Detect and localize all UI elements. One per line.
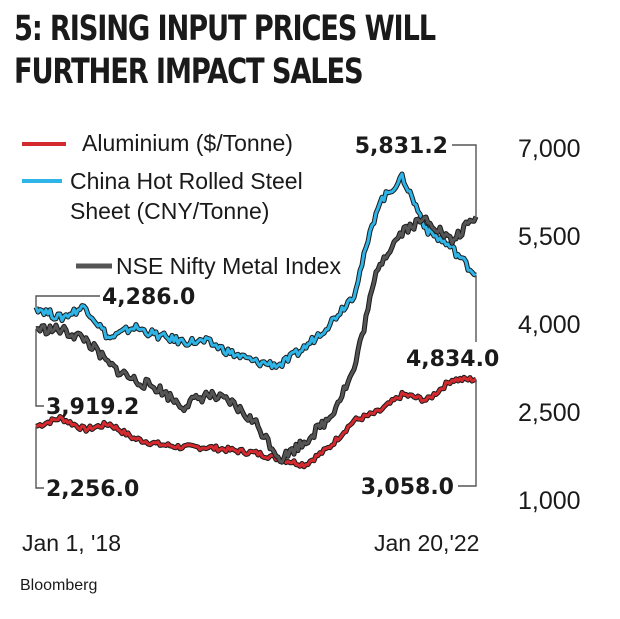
series-line — [34, 172, 477, 370]
annotation-label: 4,286.0 — [102, 285, 195, 310]
legend-label-aluminium: Aluminium ($/Tonne) — [82, 130, 293, 156]
series-line — [35, 375, 477, 469]
annotation-leader — [458, 379, 477, 487]
annotations: 4,286.0 3,919.2 2,256.0 5,831.2 4,834.0 3,058… — [35, 134, 499, 502]
y-tick-label: 4,000 — [518, 311, 581, 339]
legend-label-steel-line1: China Hot Rolled Steel — [70, 168, 303, 194]
legend-label-steel: China Hot Rolled Steel Sheet (CNY/Tonne) — [70, 168, 309, 224]
legend-label-steel-line2: Sheet (CNY/Tonne) — [70, 198, 269, 224]
legend: Aluminium ($/Tonne) China Hot Rolled Ste… — [22, 130, 341, 279]
y-tick-label: 7,000 — [518, 135, 581, 163]
x-label-end: Jan 20,'22 — [374, 530, 479, 556]
series-lines — [33, 171, 479, 470]
y-tick-label: 2,500 — [518, 399, 581, 427]
annotation-label: 3,058.0 — [361, 475, 454, 500]
series-line — [35, 215, 478, 464]
annotation-leader — [35, 426, 44, 489]
annotation-label: 4,834.0 — [406, 347, 499, 372]
y-tick-label: 1,000 — [518, 487, 581, 515]
annotation-leader — [35, 295, 100, 308]
annotation-leader — [452, 144, 477, 217]
chart-title-line1: 5: RISING INPUT PRICES WILL — [14, 9, 436, 49]
source-label: Bloomberg — [20, 577, 98, 594]
chart-title-line2: FURTHER IMPACT SALES — [14, 52, 364, 92]
annotation-label: 5,831.2 — [355, 134, 448, 159]
y-axis: 7,000 5,500 4,000 2,500 1,000 — [518, 135, 581, 515]
legend-label-nifty: NSE Nifty Metal Index — [116, 253, 341, 279]
chart-title: 5: RISING INPUT PRICES WILL FURTHER IMPA… — [14, 8, 482, 94]
y-tick-label: 5,500 — [518, 223, 581, 251]
x-label-start: Jan 1, '18 — [22, 530, 121, 556]
annotation-label: 3,919.2 — [46, 395, 139, 420]
annotation-leader — [35, 328, 44, 407]
annotation-label: 2,256.0 — [46, 477, 139, 502]
